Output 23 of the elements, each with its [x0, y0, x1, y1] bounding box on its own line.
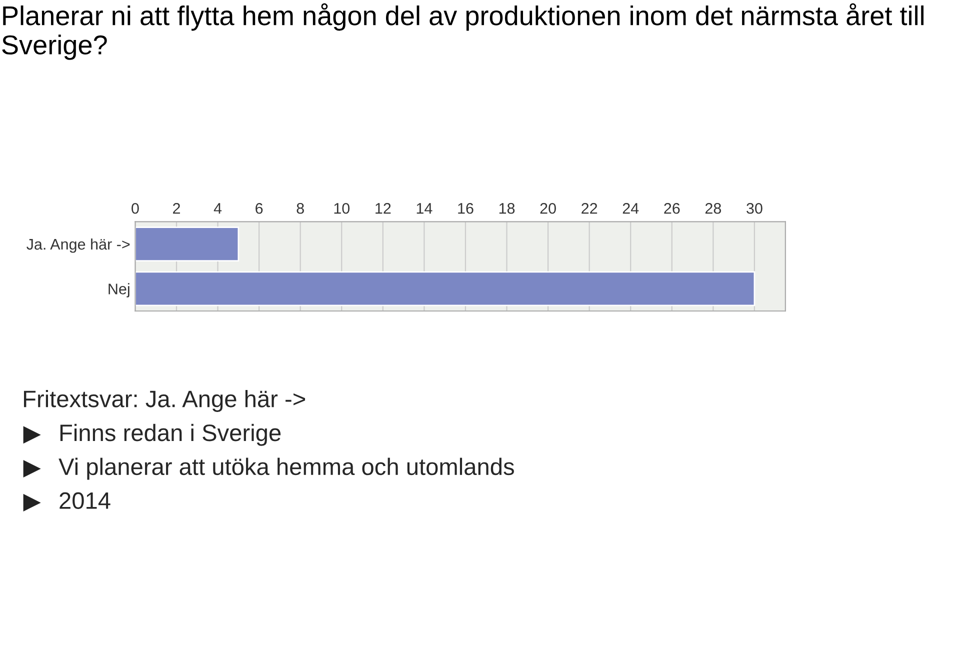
x-tick-label: 12 — [376, 202, 391, 214]
x-tick-label: 22 — [582, 202, 598, 214]
text: Fritextsvar: Ja. Ange här -> — [24, 390, 306, 412]
x-tick-label: 20 — [540, 202, 556, 214]
y-tick-label: Ja. Ange här -> — [26, 238, 130, 253]
x-tick-label: 28 — [705, 202, 722, 214]
x-tick-label: 24 — [622, 202, 639, 214]
y-tick-label: Nej — [108, 283, 130, 298]
x-tick-label: 6 — [256, 202, 263, 214]
x-tick-label: 4 — [214, 203, 222, 214]
x-tick-label: 16 — [458, 202, 474, 214]
x-tick-label: 18 — [499, 202, 515, 214]
x-tick-label: 26 — [664, 202, 680, 214]
x-tick-label: 10 — [334, 202, 350, 214]
x-tick-label: 14 — [416, 203, 432, 214]
x-tick-label: 0 — [132, 202, 139, 214]
text: Finns redan i Sverige — [60, 424, 281, 446]
x-tick-label: 30 — [746, 202, 762, 214]
chart-title: Planerar ni att flytta hem någon del av produktionen inom det närmsta året till Sverige? — [2, 3, 924, 60]
text: Vi planerar att utöka hemma och utomlands — [58, 458, 514, 480]
text: 2014 — [60, 492, 110, 510]
x-tick-label: 2 — [173, 202, 180, 214]
x-tick-label: 8 — [296, 202, 304, 214]
